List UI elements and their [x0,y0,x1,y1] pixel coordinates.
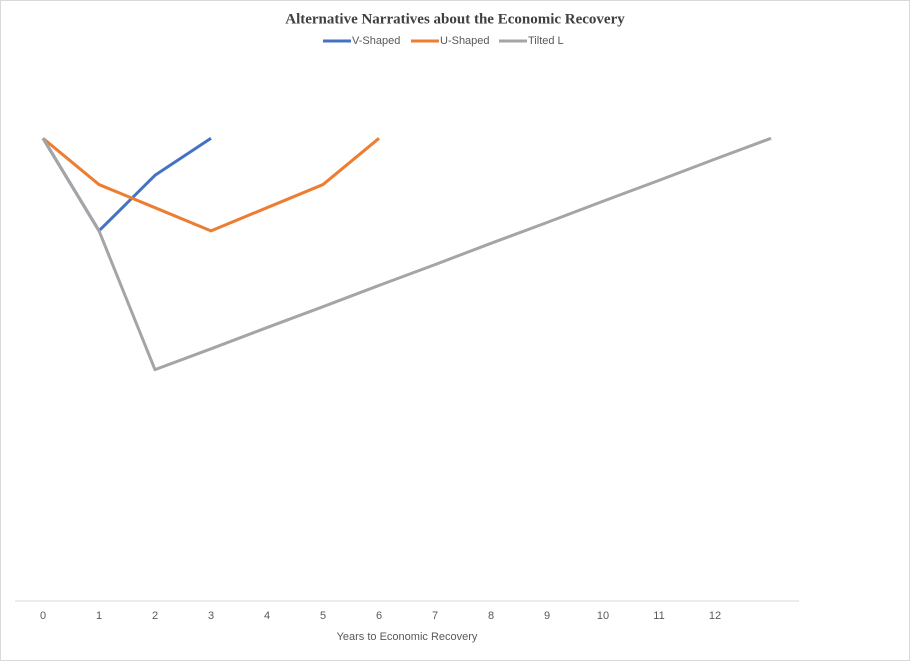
x-tick-label: 10 [597,610,609,622]
series-line [42,137,380,233]
x-axis-label: Years to Economic Recovery [337,631,478,643]
x-tick-label: 9 [544,610,550,622]
x-tick-label: 8 [488,610,494,622]
x-tick-label: 0 [40,610,46,622]
x-tick-label: 3 [208,610,214,622]
series-line [41,136,772,372]
x-tick-label: 12 [709,610,721,622]
legend-label: U-Shaped [440,35,490,47]
x-tick-label: 5 [320,610,326,622]
x-tick-label: 7 [432,610,438,622]
legend-label: Tilted L [528,35,564,47]
x-tick-label: 6 [376,610,382,622]
legend-label: V-Shaped [352,35,400,47]
x-tick-label: 4 [264,610,270,622]
x-tick-label: 1 [96,610,102,622]
x-tick-label: 11 [653,610,664,622]
chart-title: Alternative Narratives about the Economi… [285,11,625,27]
x-tick-label: 2 [152,610,158,622]
